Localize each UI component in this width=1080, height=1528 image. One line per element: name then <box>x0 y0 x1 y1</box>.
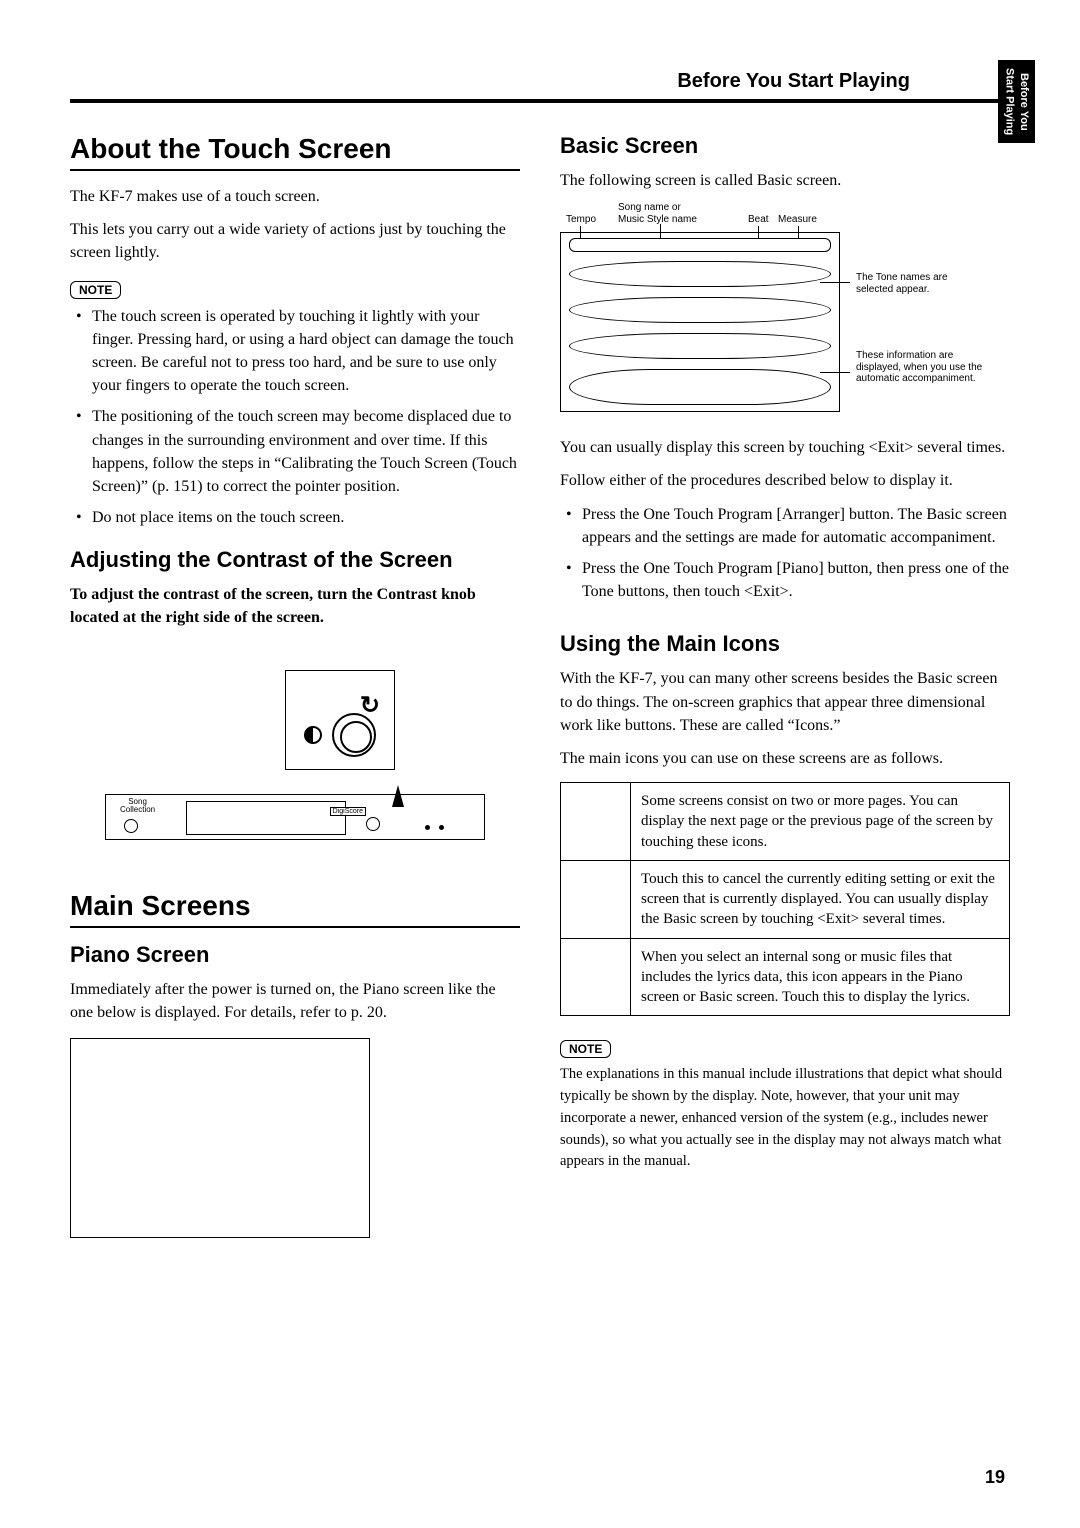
para-kf7: The KF-7 makes use of a touch screen. <box>70 185 520 208</box>
subsection-basic: Basic Screen <box>560 133 1010 159</box>
contrast-knob-icon <box>332 713 376 757</box>
page-number: 19 <box>985 1467 1005 1488</box>
device-panel: SongCollection DigiScore <box>105 794 485 840</box>
desc-pages: Some screens consist on two or more page… <box>631 783 1010 861</box>
note-text: The explanations in this manual include … <box>560 1064 1010 1173</box>
label-song-style: Song name or Music Style name <box>618 202 697 225</box>
contrast-icon <box>304 726 322 744</box>
para-icons1: With the KF-7, you can many other screen… <box>560 667 1010 737</box>
label-measure: Measure <box>778 214 817 226</box>
panel-label-digi: DigiScore <box>330 807 366 816</box>
para-basic-intro: The following screen is called Basic scr… <box>560 169 1010 192</box>
content-columns: About the Touch Screen The KF-7 makes us… <box>70 123 1010 1238</box>
tab-line1: Before You <box>1018 73 1030 131</box>
section-about-touch: About the Touch Screen <box>70 133 520 171</box>
note-item-2: The positioning of the touch screen may … <box>92 405 520 498</box>
basic-band2 <box>569 297 831 323</box>
basic-bottom <box>569 369 831 405</box>
panel-dot1-icon <box>425 825 430 830</box>
para-exit: You can usually display this screen by t… <box>560 436 1010 459</box>
leader-tones <box>820 282 850 283</box>
subsection-icons: Using the Main Icons <box>560 631 1010 657</box>
icon-cell-exit <box>561 860 631 938</box>
pointer-arrow-icon <box>392 785 404 807</box>
para-icons2: The main icons you can use on these scre… <box>560 747 1010 770</box>
subsection-contrast: Adjusting the Contrast of the Screen <box>70 547 520 573</box>
table-row: Touch this to cancel the currently editi… <box>561 860 1010 938</box>
panel-dot2-icon <box>439 825 444 830</box>
contrast-figure: ↻ SongCollection DigiScore <box>105 660 485 840</box>
proc-item-2: Press the One Touch Program [Piano] butt… <box>582 557 1010 603</box>
desc-exit: Touch this to cancel the currently editi… <box>631 860 1010 938</box>
note-badge: NOTE <box>70 281 121 299</box>
icon-cell-lyrics <box>561 938 631 1016</box>
basic-top-bar <box>569 238 831 252</box>
basic-screen-figure <box>560 232 840 412</box>
para-contrast: To adjust the contrast of the screen, tu… <box>70 583 520 629</box>
label-tempo: Tempo <box>566 214 596 226</box>
label-tones: The Tone names are selected appear. <box>856 272 986 295</box>
desc-lyrics: When you select an internal song or musi… <box>631 938 1010 1016</box>
right-column: Basic Screen The following screen is cal… <box>560 123 1010 1238</box>
piano-screen-figure <box>70 1038 370 1238</box>
label-beat: Beat <box>748 214 769 226</box>
side-tab: Before You Start Playing <box>998 60 1035 143</box>
para-actions: This lets you carry out a wide variety o… <box>70 218 520 264</box>
header-title: Before You Start Playing <box>677 70 910 92</box>
left-column: About the Touch Screen The KF-7 makes us… <box>70 123 520 1238</box>
basic-band3 <box>569 333 831 359</box>
table-row: Some screens consist on two or more page… <box>561 783 1010 861</box>
contrast-box: ↻ <box>285 670 395 770</box>
icon-table: Some screens consist on two or more page… <box>560 782 1010 1016</box>
proc-item-1: Press the One Touch Program [Arranger] b… <box>582 503 1010 549</box>
para-piano: Immediately after the power is turned on… <box>70 978 520 1024</box>
note-badge-2: NOTE <box>560 1040 611 1058</box>
proc-list: Press the One Touch Program [Arranger] b… <box>560 503 1010 604</box>
panel-knob-icon <box>366 817 380 831</box>
leader-info <box>820 372 850 373</box>
header-bar: Before You Start Playing <box>70 70 1010 103</box>
basic-mid <box>569 261 831 351</box>
para-follow: Follow either of the procedures describe… <box>560 469 1010 492</box>
section-main-screens: Main Screens <box>70 890 520 928</box>
basic-figure-wrap: Tempo Song name or Music Style name Beat… <box>560 202 990 422</box>
subsection-piano: Piano Screen <box>70 942 520 968</box>
note-item-1: The touch screen is operated by touching… <box>92 305 520 398</box>
basic-band1 <box>569 261 831 287</box>
icon-cell-pages <box>561 783 631 861</box>
note-item-3: Do not place items on the touch screen. <box>92 506 520 529</box>
panel-button-icon <box>124 819 138 833</box>
label-info: These information are displayed, when yo… <box>856 350 988 385</box>
note-list: The touch screen is operated by touching… <box>70 305 520 530</box>
tab-line2: Start Playing <box>1004 68 1016 135</box>
table-row: When you select an internal song or musi… <box>561 938 1010 1016</box>
panel-label-song: SongCollection <box>120 798 155 814</box>
panel-screen-icon <box>186 801 346 835</box>
